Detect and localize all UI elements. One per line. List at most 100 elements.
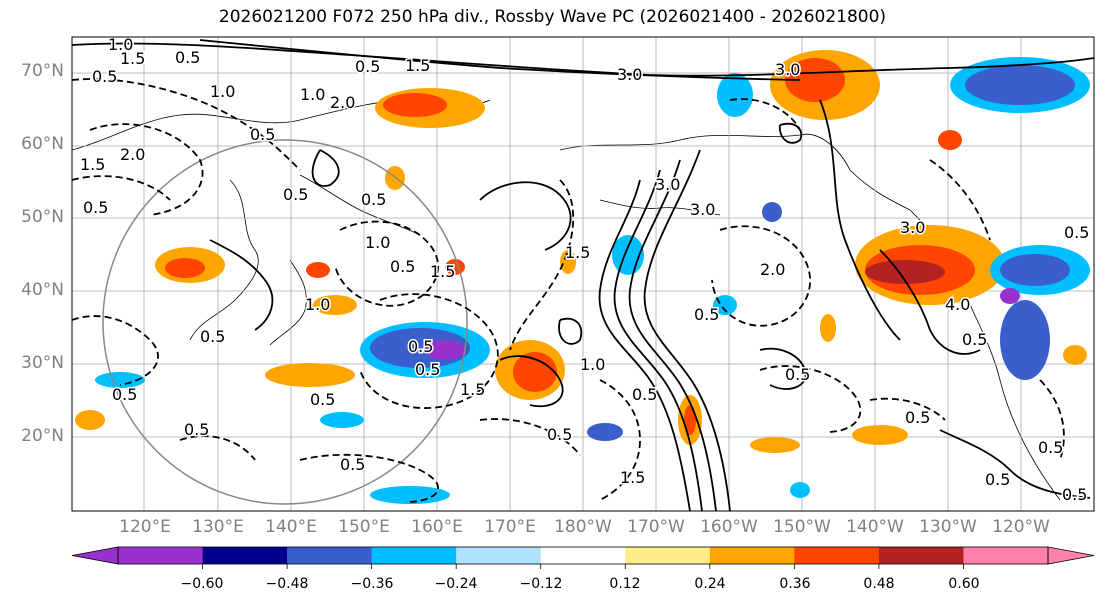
colorbar-swatch	[878, 547, 964, 564]
contour-value-label: 0.5	[361, 190, 386, 209]
lon-label-160e: 160°E	[411, 517, 463, 537]
contour-value-label: 3.0	[900, 218, 925, 237]
contour-value-label: 1.5	[80, 155, 105, 174]
lon-label-170e: 170°E	[484, 517, 536, 537]
shade-positive	[865, 260, 945, 284]
colorbar-extend-low	[71, 546, 119, 565]
colorbar-swatch	[118, 547, 204, 564]
contour-value-label: 1.0	[305, 295, 330, 314]
contour-value-label: 1.5	[120, 49, 145, 68]
contour-line	[759, 347, 807, 390]
map-content: 1.01.50.50.51.52.01.5 3.01.00.50.51.00.52…	[72, 37, 1094, 511]
colorbar-swatch	[456, 547, 542, 564]
contour-value-label: 0.5	[962, 330, 987, 349]
contour-value-label: 0.5	[283, 185, 308, 204]
contour-value-label: 2.0	[120, 145, 145, 164]
colorbar-swatch	[709, 547, 795, 564]
contour-value-label: 0.5	[355, 57, 380, 76]
shade-positive	[852, 425, 908, 445]
shade-negative	[95, 372, 145, 388]
contour-line	[558, 317, 583, 345]
contour-line	[598, 179, 691, 511]
colorbar-tick-label: 0.12	[609, 576, 641, 592]
lat-label-60n: 60°N	[21, 134, 64, 154]
contour-line	[334, 220, 439, 307]
shade-negative	[717, 73, 753, 117]
contour-line	[939, 429, 1091, 499]
contour-line	[89, 123, 204, 216]
contour-value-label: 0.5	[250, 125, 275, 144]
map-frame	[71, 36, 1095, 512]
shade-negative	[320, 412, 364, 428]
contour-value-label: 1.0	[580, 355, 605, 374]
contour-value-label: 3.0	[775, 60, 800, 79]
colorbar-swatch	[963, 547, 1049, 564]
colorbar-tick-label: 0.24	[694, 576, 726, 592]
lat-label-30n: 30°N	[21, 353, 64, 373]
region-circle	[102, 139, 468, 505]
contour-line	[72, 78, 301, 171]
colorbar-extend-high	[1047, 546, 1095, 565]
contour-value-label: 1.5	[460, 380, 485, 399]
shade-positive	[306, 262, 330, 278]
contour-value-label: 1.5	[620, 468, 645, 487]
lon-label-160w: 160°W	[700, 517, 758, 537]
lon-label-180w: 180°W	[554, 517, 612, 537]
lon-label-150w: 150°W	[773, 517, 831, 537]
colorbar-tick-label: 0.48	[863, 576, 895, 592]
contour-line	[879, 249, 981, 355]
lon-label-140e: 140°E	[265, 517, 317, 537]
shade-positive	[785, 58, 845, 102]
shade-positive	[265, 363, 355, 387]
shade-negative	[587, 423, 623, 441]
lat-label-70n: 70°N	[21, 61, 64, 81]
colorbar-tick-label: −0.12	[519, 576, 563, 592]
contour-value-label: 2.0	[760, 260, 785, 279]
shade-positive	[313, 295, 357, 315]
lon-label-150e: 150°E	[338, 517, 390, 537]
contour-value-label: 0.5	[1062, 485, 1087, 504]
coastline-east-asia	[189, 179, 259, 341]
colorbar-swatch	[540, 547, 626, 564]
contour-value-label: 0.5	[1064, 223, 1089, 242]
contour-line	[199, 39, 801, 81]
shade-negative	[1000, 254, 1070, 286]
shade-positive	[165, 258, 205, 278]
lon-label-170w: 170°W	[627, 517, 685, 537]
colorbar	[71, 546, 1095, 569]
contour-line	[711, 225, 811, 327]
contour-value-label: 0.5	[340, 455, 365, 474]
colorbar-tick-label: 0.36	[779, 576, 811, 592]
colorbar-swatch	[794, 547, 880, 564]
contour-value-label: 0.5	[390, 257, 415, 276]
colorbar-tick-label: −0.36	[350, 576, 394, 592]
colorbar-swatch	[625, 547, 711, 564]
shade-negative	[762, 202, 782, 222]
colorbar-tick-label: 0.60	[948, 576, 980, 592]
shade-positive	[385, 166, 405, 190]
contour-line	[759, 365, 862, 433]
contour-value-label: 0.5	[83, 198, 108, 217]
contour-value-label: 0.5	[1038, 438, 1063, 457]
shade-positive	[383, 93, 447, 117]
shade-positive	[560, 250, 576, 274]
contour-value-label: 1.0	[210, 82, 235, 101]
contour-line	[479, 181, 572, 251]
contour-value-label: 0.5	[547, 425, 572, 444]
contour-label-layer: 1.01.50.50.51.52.01.5 3.01.00.50.51.00.52…	[79, 37, 1091, 506]
shade-negative	[713, 295, 737, 315]
lon-label-120e: 120°E	[119, 517, 171, 537]
contour-line	[1039, 379, 1065, 461]
contour-line	[299, 453, 439, 503]
colorbar-swatch	[202, 547, 288, 564]
contour-value-label: 1.0	[365, 233, 390, 252]
solid-contours	[72, 39, 1094, 511]
coastline-alaska	[559, 133, 851, 171]
contour-line	[479, 418, 581, 456]
shade-negative	[1000, 300, 1050, 380]
colorbar-swatch	[287, 547, 373, 564]
contour-value-label: 1.0	[300, 85, 325, 104]
contour-value-label: 3.0	[655, 175, 680, 194]
shade-positive	[750, 437, 800, 453]
